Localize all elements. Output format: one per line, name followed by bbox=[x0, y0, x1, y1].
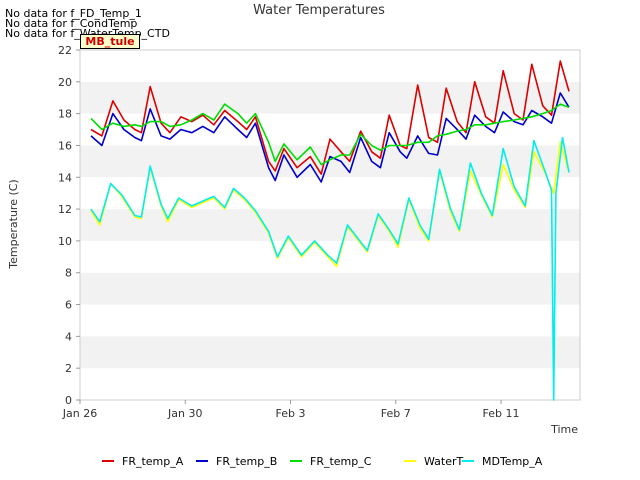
x-axis: Jan 26 Jan 30 Feb 3 Feb 7 Feb 11 bbox=[62, 400, 520, 420]
legend-label: FR_temp_A bbox=[122, 455, 184, 468]
chart-title: Water Temperatures bbox=[253, 3, 385, 18]
site-badge: MB_tule bbox=[80, 34, 140, 49]
y-axis-title: Temperature (C) bbox=[7, 179, 20, 269]
series-line-fr-temp-b bbox=[90, 92, 570, 183]
x-axis-title: Time bbox=[550, 423, 578, 436]
band bbox=[80, 81, 580, 114]
x-tick-label: Jan 30 bbox=[167, 407, 202, 420]
x-tick-label: Jan 26 bbox=[62, 407, 97, 420]
y-tick-label: 2 bbox=[65, 362, 72, 375]
band bbox=[80, 336, 580, 369]
series-line-watert bbox=[90, 141, 570, 268]
plot-frame bbox=[79, 49, 581, 401]
band bbox=[80, 50, 580, 82]
x-tick-label: Feb 7 bbox=[381, 407, 411, 420]
legend: FR_temp_A FR_temp_B FR_temp_C WaterT MDTemp_… bbox=[102, 455, 543, 468]
y-tick-label: 18 bbox=[58, 108, 72, 121]
y-tick-label: 0 bbox=[65, 394, 72, 407]
y-tick-label: 20 bbox=[58, 76, 72, 89]
y-tick-label: 14 bbox=[58, 171, 72, 184]
y-tick-label: 4 bbox=[65, 330, 72, 343]
y-axis: 0 2 4 6 8 10 12 14 16 18 20 22 bbox=[58, 44, 80, 407]
legend-label: MDTemp_A bbox=[482, 455, 543, 468]
series-lines bbox=[90, 60, 570, 401]
no-data-message-1: No data for f_FD_Temp_1 bbox=[5, 7, 142, 20]
series-line-mdtemp-a bbox=[90, 136, 570, 401]
y-tick-label: 6 bbox=[65, 299, 72, 312]
band bbox=[80, 145, 580, 178]
y-tick-label: 22 bbox=[58, 44, 72, 57]
legend-label: WaterT bbox=[424, 455, 464, 468]
x-tick-label: Feb 11 bbox=[483, 407, 520, 420]
y-tick-label: 16 bbox=[58, 139, 72, 152]
legend-label: FR_temp_C bbox=[310, 455, 372, 468]
band bbox=[80, 304, 580, 337]
legend-label: FR_temp_B bbox=[216, 455, 277, 468]
y-tick-label: 12 bbox=[58, 203, 72, 216]
band bbox=[80, 272, 580, 305]
series-line-fr-temp-c bbox=[90, 103, 570, 166]
y-tick-label: 8 bbox=[65, 267, 72, 280]
y-tick-label: 10 bbox=[58, 235, 72, 248]
band bbox=[80, 209, 580, 241]
band bbox=[80, 368, 580, 400]
no-data-message-2: No data for f_CondTemp bbox=[5, 17, 138, 30]
x-tick-label: Feb 3 bbox=[276, 407, 306, 420]
